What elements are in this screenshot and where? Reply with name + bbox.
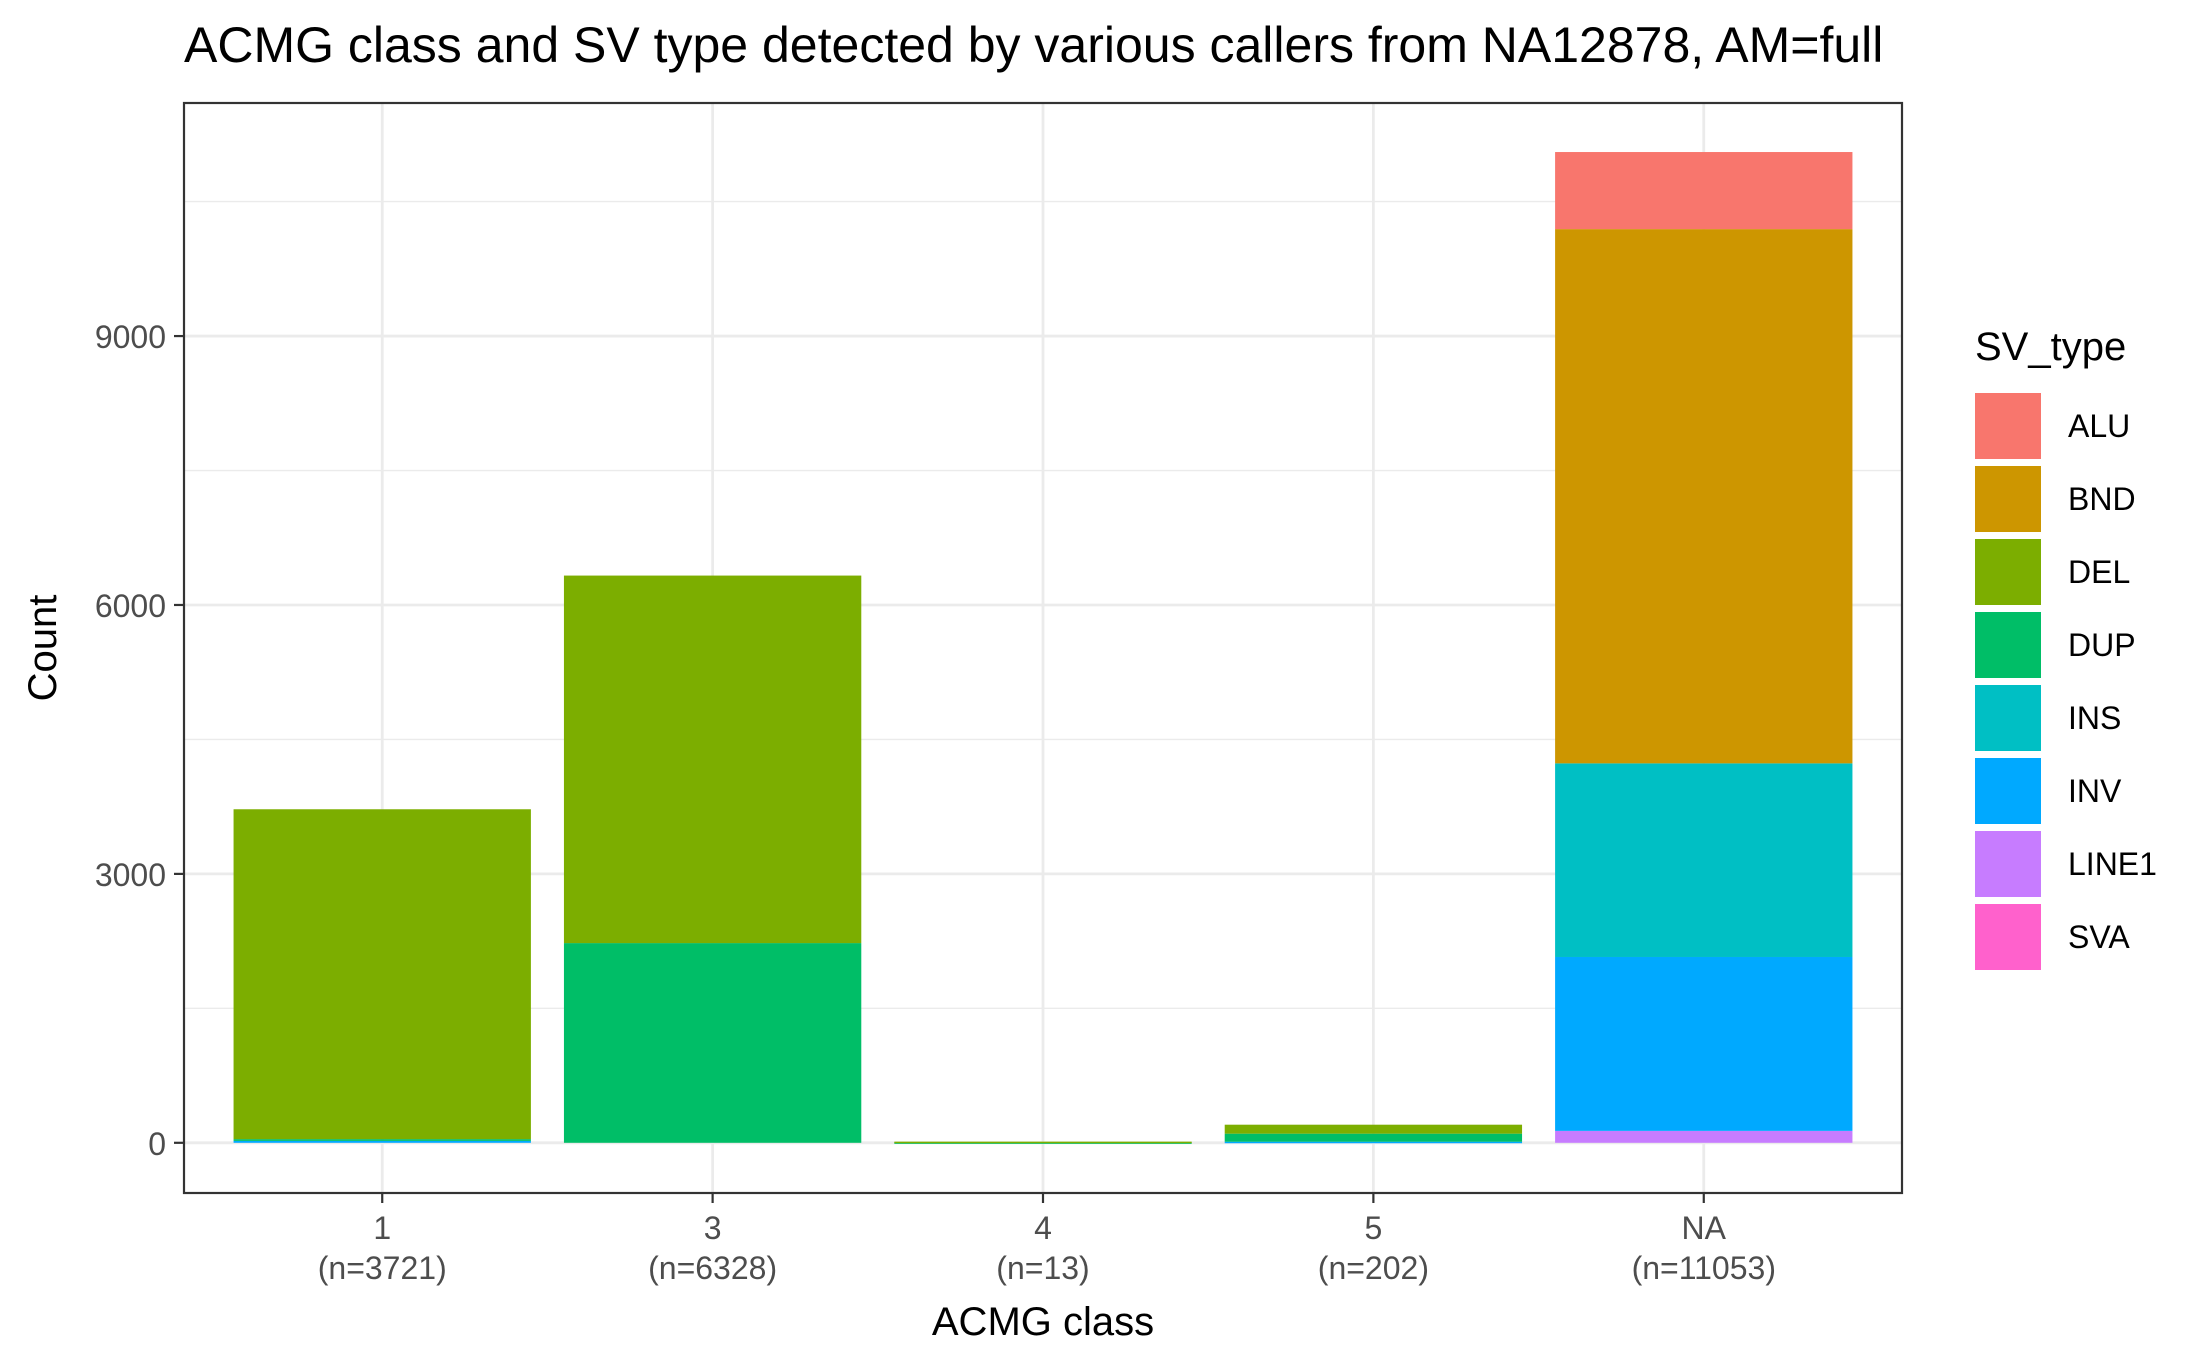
x-axis: 1 (n=3721) 3 (n=6328) 4 (n=13) 5 (n=202) NA (n=11…: [318, 1193, 1776, 1286]
y-tick-label: 9000: [95, 319, 166, 355]
x-tick-count-label: (n=11053): [1632, 1250, 1776, 1286]
legend-key-del: [1975, 539, 2041, 605]
bar-segment-del-class-4: [894, 1141, 1192, 1144]
legend-key-dup: [1975, 612, 2041, 678]
x-tick-count-label: (n=13): [996, 1250, 1089, 1286]
y-tick-label: 6000: [95, 588, 166, 624]
y-axis-label: Count: [21, 595, 65, 702]
bar-segment-inv-class-5: [1224, 1141, 1523, 1144]
legend-label-dup: DUP: [2068, 627, 2136, 663]
bar-segment-bnd-class-na: [1555, 229, 1853, 764]
x-tick-count-label: (n=6328): [648, 1250, 777, 1286]
legend-label-alu: ALU: [2068, 408, 2130, 444]
bars: [233, 152, 1853, 1144]
bar-segment-dup-class-5: [1224, 1133, 1523, 1142]
bar-segment-dup-class-1: [233, 1139, 531, 1141]
bar-segment-inv-class-1: [233, 1140, 531, 1143]
legend: SV_type ALU BND DEL DUP INS INV LINE1 SVA: [1975, 325, 2157, 970]
legend-key-alu: [1975, 393, 2041, 459]
bar-segment-inv-class-na: [1555, 956, 1853, 1131]
bar-segment-ins-class-na: [1555, 763, 1853, 957]
x-tick-label: 1: [373, 1210, 391, 1246]
legend-label-del: DEL: [2068, 554, 2130, 590]
x-tick-count-label: (n=3721): [318, 1250, 447, 1286]
bar-segment-del-class-3: [563, 575, 862, 944]
bar-segment-line1-class-na: [1555, 1130, 1853, 1143]
x-tick-label: NA: [1682, 1210, 1727, 1246]
legend-label-sva: SVA: [2068, 919, 2130, 955]
y-axis: 0 3000 6000 9000: [95, 319, 184, 1162]
legend-label-line1: LINE1: [2068, 846, 2157, 882]
bar-segment-del-class-1: [233, 809, 531, 1140]
y-tick-label: 0: [148, 1126, 166, 1162]
x-tick-label: 5: [1364, 1210, 1382, 1246]
legend-key-line1: [1975, 831, 2041, 897]
legend-label-bnd: BND: [2068, 481, 2136, 517]
legend-title: SV_type: [1975, 325, 2126, 369]
bar-segment-dup-class-3: [563, 943, 862, 1143]
legend-key-ins: [1975, 685, 2041, 751]
legend-label-inv: INV: [2068, 773, 2122, 809]
legend-key-sva: [1975, 904, 2041, 970]
legend-label-ins: INS: [2068, 700, 2121, 736]
x-axis-label: ACMG class: [932, 1300, 1154, 1344]
x-tick-label: 4: [1034, 1210, 1052, 1246]
y-tick-label: 3000: [95, 857, 166, 893]
bar-segment-alu-class-na: [1555, 152, 1853, 230]
legend-key-inv: [1975, 758, 2041, 824]
chart-title: ACMG class and SV type detected by vario…: [184, 17, 1883, 73]
legend-key-bnd: [1975, 466, 2041, 532]
x-tick-count-label: (n=202): [1318, 1250, 1429, 1286]
bar-segment-del-class-5: [1224, 1124, 1523, 1134]
x-tick-label: 3: [704, 1210, 722, 1246]
